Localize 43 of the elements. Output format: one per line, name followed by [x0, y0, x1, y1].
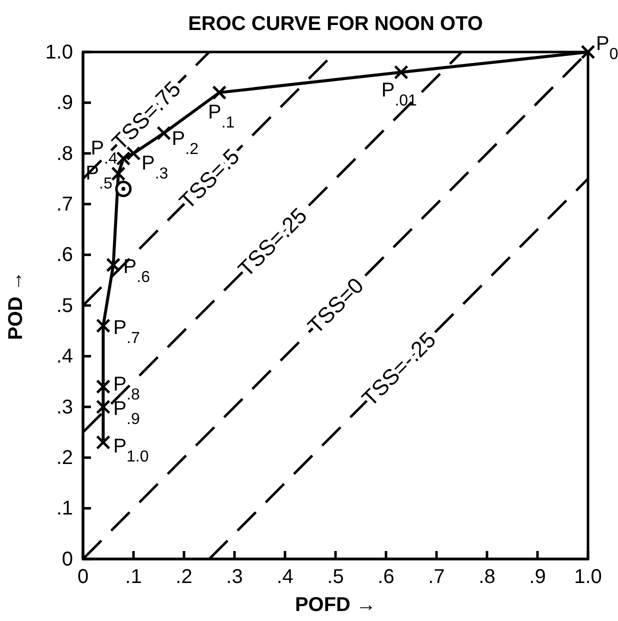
x-tick-label: .7	[428, 566, 445, 588]
x-axis-title: POFD →	[294, 594, 376, 616]
y-tick-label: .4	[56, 346, 73, 368]
y-tick-label: .1	[56, 498, 73, 520]
annotation: P$_{.7}$	[113, 316, 140, 346]
y-tick-label: .6	[56, 244, 73, 266]
point	[115, 180, 132, 198]
x-tick-label: .4	[276, 566, 294, 588]
point	[580, 44, 596, 60]
x-tick-label: .2	[176, 566, 192, 588]
y-tick-label: 0	[62, 548, 73, 570]
y-tick-label: .9	[56, 92, 73, 114]
x-tick-label: .6	[378, 566, 394, 588]
annotation: P$_{0}$	[596, 33, 618, 62]
x-tick-label: .3	[226, 566, 243, 588]
y-tick-label: 1.0	[45, 41, 73, 64]
annotation: P$_{1.0}$	[113, 435, 149, 465]
x-tick-label: 1.0	[574, 566, 602, 588]
y-axis-title: POD →	[5, 271, 27, 340]
annotation: P$_{.01}$	[381, 79, 418, 109]
point	[106, 258, 121, 272]
y-tick-label: .5	[56, 294, 73, 317]
y-tick-label: .7	[56, 194, 73, 216]
y-tick-label: .8	[56, 142, 73, 165]
annotation: P$_{.1}$	[208, 102, 235, 132]
point	[111, 166, 126, 181]
point	[126, 146, 141, 161]
x-tick-label: .9	[529, 566, 546, 588]
point	[96, 379, 110, 394]
point	[394, 65, 408, 80]
x-tick-label: .5	[327, 566, 344, 588]
point	[96, 318, 110, 334]
point	[96, 435, 110, 450]
y-tick-label: .3	[56, 396, 73, 418]
y-tick-label: .2	[56, 447, 73, 469]
chart-title: EROC CURVE FOR NOON OTO	[188, 13, 483, 35]
x-tick-label: 0	[77, 566, 89, 588]
x-tick-label: .1	[125, 566, 142, 588]
annotation: P$_{.3}$	[142, 152, 168, 182]
point	[212, 85, 227, 100]
point	[96, 400, 110, 414]
point	[116, 151, 131, 166]
x-tick-label: .8	[478, 566, 496, 588]
